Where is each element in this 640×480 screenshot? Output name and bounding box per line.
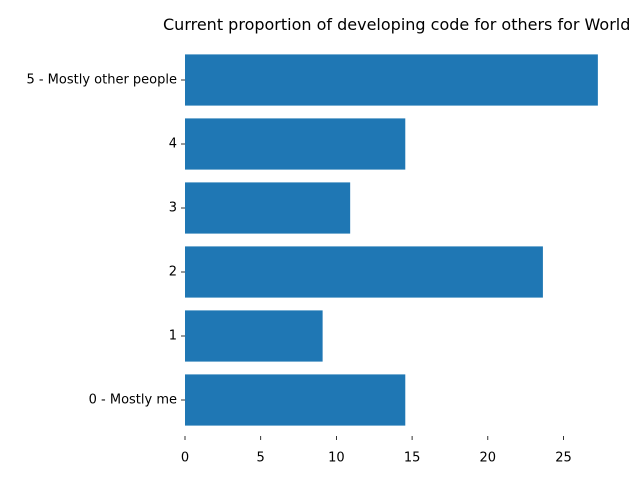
y-tick-label-1: 1 xyxy=(169,329,177,344)
x-tick-label-5: 25 xyxy=(555,451,572,466)
y-tick-label-3: 3 xyxy=(169,201,177,216)
x-tick-label-2: 10 xyxy=(328,451,345,466)
bars-group xyxy=(185,54,598,426)
x-tick-label-1: 5 xyxy=(257,451,265,466)
y-tick-label-2: 2 xyxy=(169,265,177,280)
y-tick-label-4: 4 xyxy=(169,137,177,152)
bar-4 xyxy=(185,118,406,170)
x-tick-label-3: 15 xyxy=(404,451,421,466)
x-tick-label-0: 0 xyxy=(181,451,189,466)
bar-1 xyxy=(185,310,323,362)
bar-0 xyxy=(185,374,406,426)
chart-title: Current proportion of developing code fo… xyxy=(163,15,630,34)
x-tick-label-4: 20 xyxy=(480,451,497,466)
y-tick-label-0: 0 - Mostly me xyxy=(89,393,177,408)
y-axis: 0 - Mostly me 1 2 3 4 5 - Mostly other people xyxy=(26,73,185,408)
bar-3 xyxy=(185,182,351,234)
bar-2 xyxy=(185,246,543,298)
bar-5 xyxy=(185,54,598,106)
y-tick-label-5: 5 - Mostly other people xyxy=(26,73,177,88)
x-axis: 0 5 10 15 20 25 xyxy=(181,436,572,466)
